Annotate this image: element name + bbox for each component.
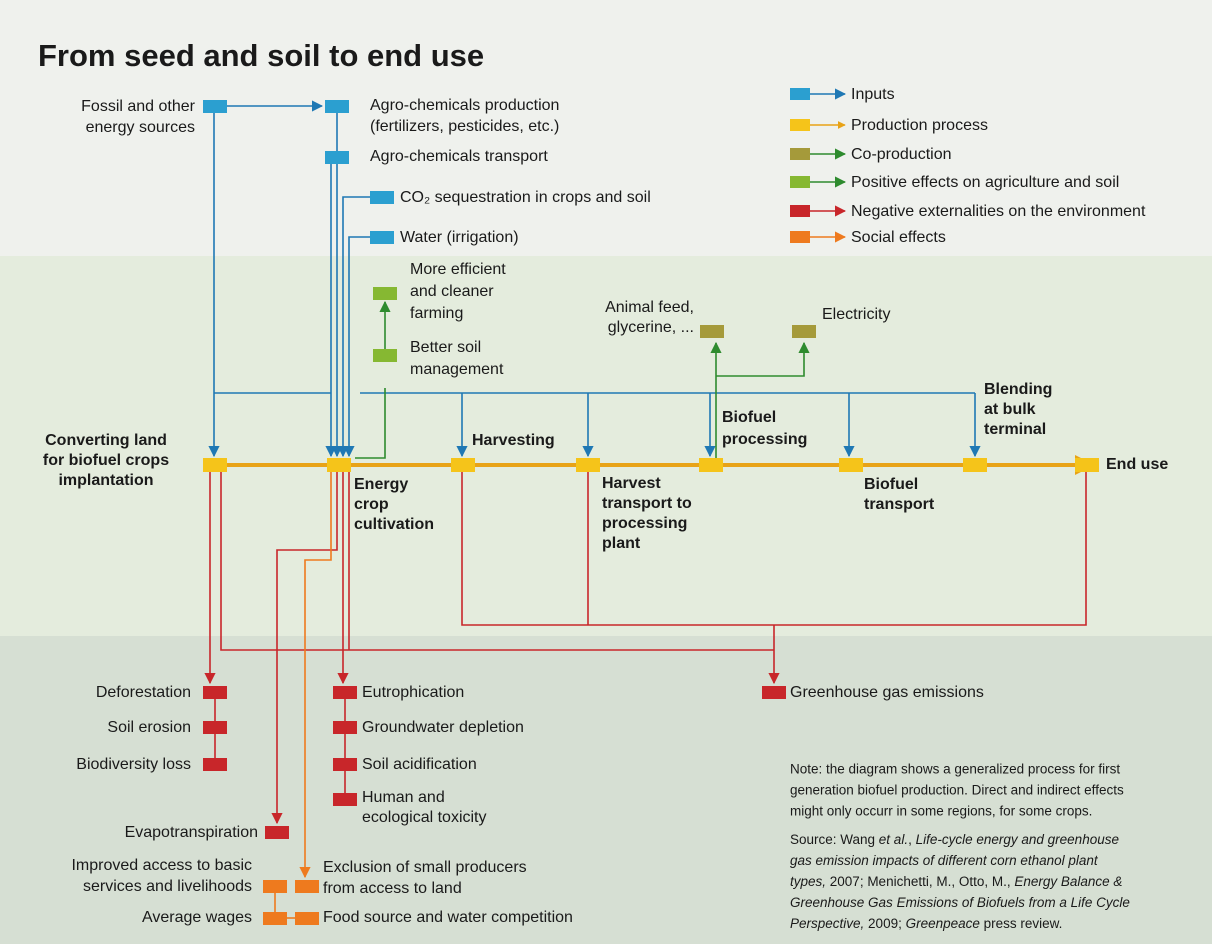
label: cultivation bbox=[354, 516, 434, 533]
source-part: Greenpeace bbox=[906, 916, 980, 931]
note: might only occurr in some regions, for s… bbox=[790, 804, 1092, 819]
label: energy sources bbox=[86, 119, 195, 136]
label: at bulk bbox=[984, 401, 1036, 418]
label: Water (irrigation) bbox=[400, 229, 519, 246]
source: gas emission impacts of different corn e… bbox=[790, 853, 1099, 868]
legend: Inputs Production process Co-production … bbox=[790, 86, 1146, 246]
label: (fertilizers, pesticides, etc.) bbox=[370, 118, 559, 135]
source: Perspective, 2009; Greenpeace press revi… bbox=[790, 916, 1062, 931]
label: Average wages bbox=[142, 909, 252, 926]
source-part: types, bbox=[790, 874, 826, 889]
source: types, 2007; Menichetti, M., Otto, M., E… bbox=[790, 874, 1122, 889]
label: Electricity bbox=[822, 306, 890, 323]
label: Better soil bbox=[410, 339, 481, 356]
label: plant bbox=[602, 535, 641, 552]
label: Exclusion of small producers bbox=[323, 859, 527, 876]
legend-label: Production process bbox=[851, 117, 988, 134]
source-part: et al. bbox=[879, 832, 908, 847]
label: ecological toxicity bbox=[362, 809, 487, 826]
label: Human and bbox=[362, 789, 445, 806]
source-part: 2009; bbox=[864, 916, 905, 931]
label: Improved access to basic bbox=[71, 857, 252, 874]
label: Biofuel bbox=[864, 476, 918, 493]
legend-label: Inputs bbox=[851, 86, 895, 103]
boxes bbox=[203, 100, 1099, 925]
label: for biofuel crops bbox=[43, 452, 169, 469]
label: Evapotranspiration bbox=[125, 824, 258, 841]
legend-label: Social effects bbox=[851, 229, 946, 246]
label: Groundwater depletion bbox=[362, 719, 524, 736]
label: crop bbox=[354, 496, 389, 513]
label: Fossil and other bbox=[81, 98, 196, 115]
title: From seed and soil to end use bbox=[38, 38, 484, 73]
labels: Fossil and other energy sources Agro-che… bbox=[43, 97, 1168, 930]
label: Harvest bbox=[602, 475, 661, 492]
label: Agro-chemicals transport bbox=[370, 148, 548, 165]
note: generation biofuel production. Direct an… bbox=[790, 783, 1124, 798]
source-part: Source: Wang bbox=[790, 832, 879, 847]
label: and cleaner bbox=[410, 283, 494, 300]
label: Blending bbox=[984, 381, 1052, 398]
label: from access to land bbox=[323, 880, 462, 897]
source-part: press review. bbox=[980, 916, 1063, 931]
label: Harvesting bbox=[472, 432, 555, 449]
label: Animal feed, bbox=[605, 299, 694, 316]
source-part: Life-cycle energy and greenhouse bbox=[916, 832, 1119, 847]
legend-label: Negative externalities on the environmen… bbox=[851, 203, 1146, 220]
label: Deforestation bbox=[96, 684, 191, 701]
label: Soil acidification bbox=[362, 756, 477, 773]
label: farming bbox=[410, 305, 463, 322]
label: Food source and water competition bbox=[323, 909, 573, 926]
source-part: , bbox=[908, 832, 916, 847]
label: Greenhouse gas emissions bbox=[790, 684, 984, 701]
label: Biofuel bbox=[722, 409, 776, 426]
label: Energy bbox=[354, 476, 408, 493]
label: More efficient bbox=[410, 261, 506, 278]
note: Note: the diagram shows a generalized pr… bbox=[790, 762, 1120, 777]
label: CO₂ sequestration in crops and soil bbox=[400, 189, 651, 206]
label: management bbox=[410, 361, 504, 378]
label: transport to bbox=[602, 495, 692, 512]
connectors bbox=[204, 100, 1095, 919]
source-part: Energy Balance & bbox=[1014, 874, 1122, 889]
label: implantation bbox=[58, 472, 153, 489]
source: Greenhouse Gas Emissions of Biofuels fro… bbox=[790, 895, 1130, 910]
label: processing bbox=[602, 515, 687, 532]
label: services and livelihoods bbox=[83, 878, 252, 895]
source-part: Perspective, bbox=[790, 916, 864, 931]
source-part: 2007; Menichetti, M., Otto, M., bbox=[826, 874, 1014, 889]
label: transport bbox=[864, 496, 935, 513]
label: glycerine, ... bbox=[608, 319, 694, 336]
label: Eutrophication bbox=[362, 684, 464, 701]
source-part: Greenhouse Gas Emissions of Biofuels fro… bbox=[790, 895, 1130, 910]
label: processing bbox=[722, 431, 807, 448]
source: Source: Wang et al., Life-cycle energy a… bbox=[790, 832, 1119, 847]
label: Soil erosion bbox=[107, 719, 191, 736]
label: Agro-chemicals production bbox=[370, 97, 559, 114]
legend-label: Co-production bbox=[851, 146, 952, 163]
label: Converting land bbox=[45, 432, 167, 449]
source-part: gas emission impacts of different corn e… bbox=[790, 853, 1099, 868]
label: End use bbox=[1106, 456, 1168, 473]
legend-label: Positive effects on agriculture and soil bbox=[851, 174, 1119, 191]
label: Biodiversity loss bbox=[76, 756, 191, 773]
label: terminal bbox=[984, 421, 1046, 438]
